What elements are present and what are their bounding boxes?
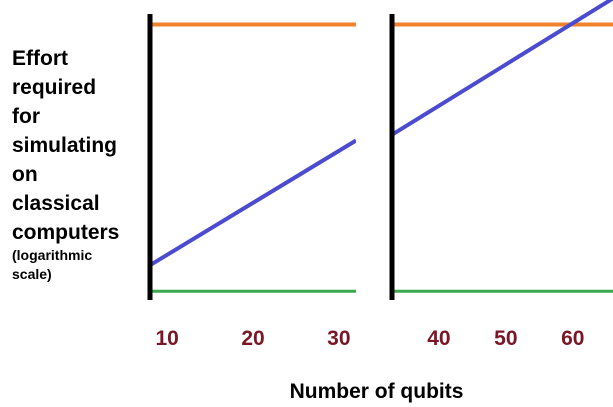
y-axis-scale-note: (logarithmic scale) — [12, 247, 93, 282]
panel-1-tick-label-10: 10 — [155, 327, 178, 350]
panel-2-tick-label-50: 50 — [494, 327, 517, 350]
panel-1-series-blue — [150, 138, 356, 267]
panel-2-tick-label-40: 40 — [427, 327, 450, 350]
panel-1-tick-label-30: 30 — [327, 327, 350, 350]
panel-2-series-blue — [392, 0, 613, 137]
y-axis-label: Effort required for simulating on classi… — [12, 47, 120, 244]
x-axis-label: Number of qubits — [289, 380, 464, 403]
panel-1-tick-label-20: 20 — [241, 327, 264, 350]
panel-2-tick-label-60: 60 — [561, 327, 584, 350]
